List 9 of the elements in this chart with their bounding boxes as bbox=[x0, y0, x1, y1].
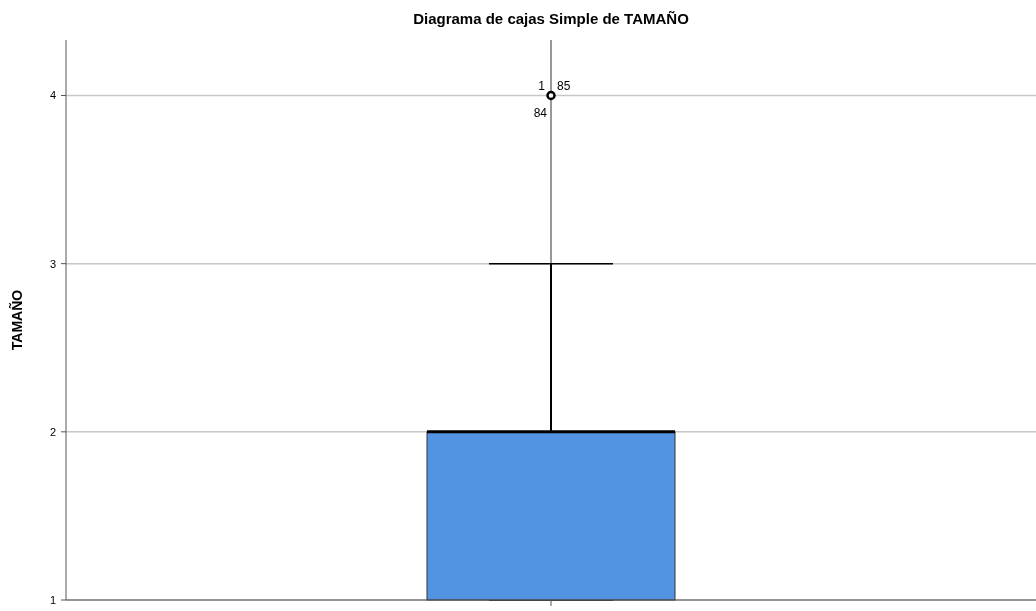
annotation: 84 bbox=[533, 105, 548, 120]
y-axis-title: TAMAÑO bbox=[8, 289, 25, 351]
y-tick-label: 2 bbox=[49, 425, 56, 438]
chart-title: Diagrama de cajas Simple de TAMAÑO bbox=[413, 10, 690, 27]
annotation: 85 bbox=[557, 78, 571, 93]
annotation: 1 bbox=[538, 78, 546, 93]
y-tick-label: 3 bbox=[49, 257, 56, 270]
y-tick-label: 4 bbox=[49, 89, 56, 102]
y-tick-label: 1 bbox=[49, 593, 56, 606]
